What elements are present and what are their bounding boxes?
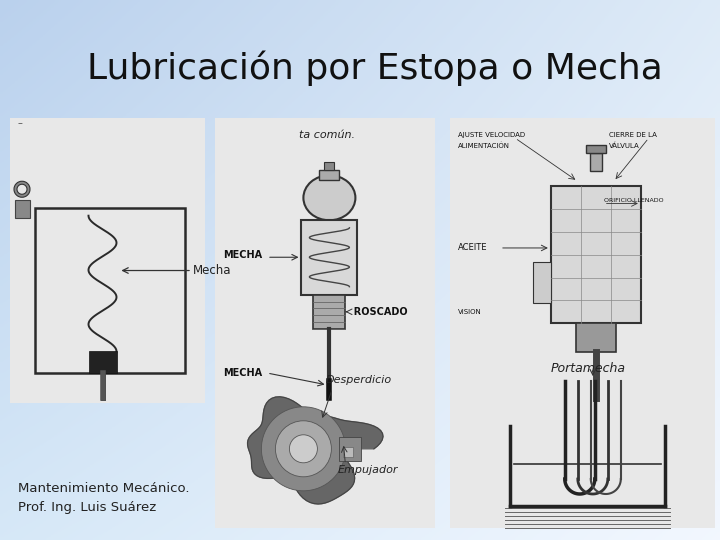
Bar (325, 162, 334, 170)
Bar (215, 348, 435, 528)
Text: ACEITE: ACEITE (458, 244, 487, 253)
Text: MECHA: MECHA (223, 368, 262, 378)
Bar (450, 348, 715, 528)
Text: AJUSTE VELOCIDAD: AJUSTE VELOCIDAD (458, 132, 525, 138)
Text: Mantenimiento Mecánico.
Prof. Ing. Luis Suárez: Mantenimiento Mecánico. Prof. Ing. Luis … (18, 483, 189, 514)
Text: Desperdicio: Desperdicio (325, 375, 392, 386)
Bar (551, 186, 641, 323)
Text: MECHA: MECHA (223, 250, 262, 260)
Text: VÁLVULA: VÁLVULA (609, 142, 640, 149)
Text: ALIMENTACIÓN: ALIMENTACIÓN (458, 142, 510, 149)
Circle shape (275, 421, 331, 477)
Bar (343, 447, 354, 457)
Bar (576, 323, 616, 352)
Bar (339, 437, 361, 461)
Circle shape (261, 407, 346, 491)
Bar (320, 170, 339, 180)
Text: Lubricación por Estopa o Mecha: Lubricación por Estopa o Mecha (86, 50, 662, 86)
Bar (302, 220, 357, 295)
Ellipse shape (303, 176, 356, 220)
Text: ORIFICIO LLENADO: ORIFICIO LLENADO (604, 198, 663, 203)
Wedge shape (14, 181, 30, 197)
Text: Empujador: Empujador (338, 465, 398, 475)
Bar (586, 145, 606, 153)
Bar (35, 208, 185, 373)
Bar (215, 118, 435, 403)
Bar (313, 295, 346, 329)
Text: VISION: VISION (458, 309, 482, 315)
Bar (590, 153, 602, 172)
Text: ta común.: ta común. (299, 130, 355, 140)
Polygon shape (248, 397, 383, 504)
Bar (15, 200, 30, 218)
Text: ROSCADO: ROSCADO (347, 307, 408, 317)
Text: Mecha: Mecha (193, 264, 232, 277)
Text: Portamecha: Portamecha (550, 362, 625, 375)
Text: CIERRE DE LA: CIERRE DE LA (609, 132, 657, 138)
Circle shape (289, 435, 318, 463)
Bar (89, 351, 117, 373)
Bar (533, 262, 551, 303)
Bar (10, 118, 205, 403)
Bar (450, 118, 715, 403)
Text: –: – (18, 118, 23, 128)
